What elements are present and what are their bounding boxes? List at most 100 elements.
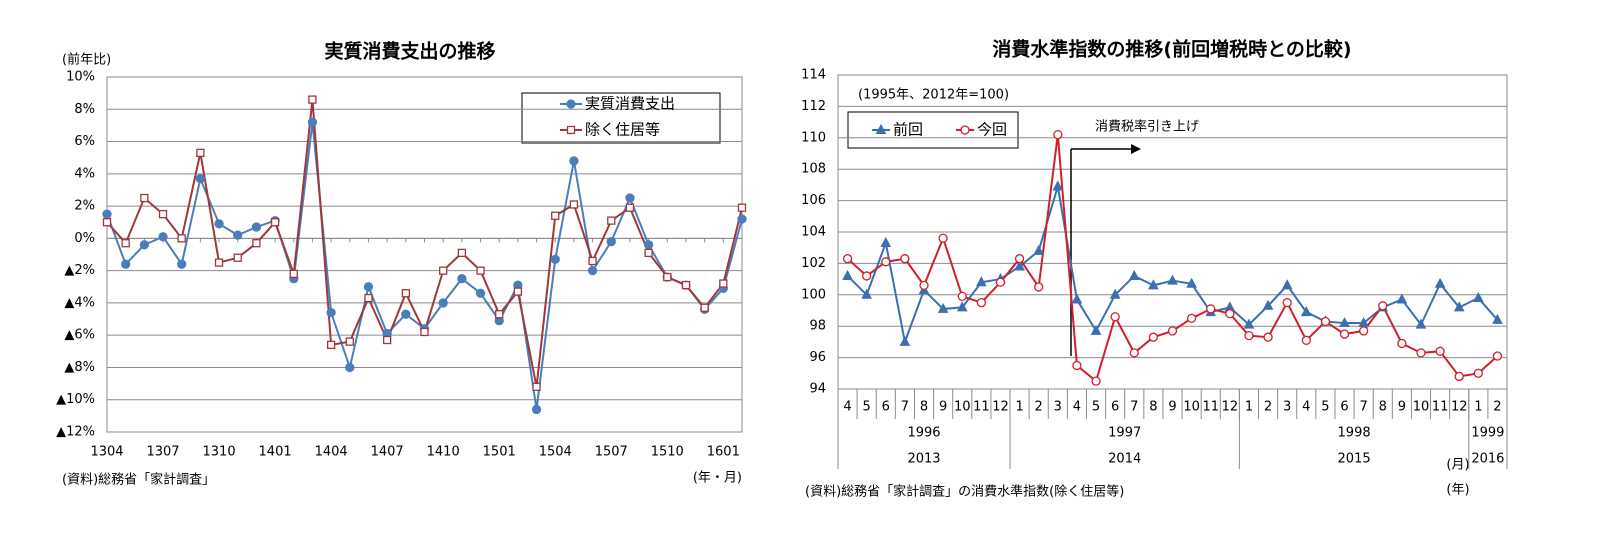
y-tick-label: 0% <box>74 231 95 246</box>
data-point <box>1339 329 1350 339</box>
data-point <box>842 254 853 264</box>
x-tick-label: 2 <box>1493 400 1501 415</box>
y-tick-label: 8% <box>74 102 95 117</box>
x-tick-label: 12 <box>1222 400 1239 415</box>
x-tick-label: 1307 <box>146 445 179 460</box>
x-tick-label: 1501 <box>483 445 516 460</box>
x-tick-label: 10 <box>1413 400 1430 415</box>
y-tick-label: ▲6% <box>64 328 95 343</box>
legend-marker <box>960 125 970 135</box>
y-tick-label: 110 <box>801 130 826 145</box>
data-point <box>1225 308 1235 319</box>
year-label: 1999 <box>1471 426 1504 441</box>
subtitle: (1995年、2012年=100) <box>858 88 1009 103</box>
data-point <box>976 297 987 308</box>
y-tick-label: 100 <box>801 287 826 302</box>
x-tick-label: 6 <box>1111 400 1119 415</box>
data-point <box>364 293 373 303</box>
data-point <box>1396 293 1408 304</box>
data-point <box>195 174 206 184</box>
data-point <box>1415 318 1427 329</box>
data-point <box>1167 326 1178 336</box>
y-tick-label: 4% <box>74 166 95 181</box>
month-label: (月) <box>1446 458 1469 473</box>
data-point <box>457 248 467 258</box>
x-tick-label: 1 <box>1245 400 1253 415</box>
x-tick-label: 4 <box>1073 400 1081 415</box>
data-point <box>1206 304 1216 314</box>
data-point <box>1262 299 1274 310</box>
data-point <box>457 274 467 284</box>
plot-frame <box>837 74 1508 390</box>
data-point <box>1034 282 1044 292</box>
data-point <box>532 382 541 391</box>
data-point <box>270 218 280 227</box>
data-point <box>1281 279 1293 290</box>
legend-box <box>521 92 721 144</box>
year-label: 2016 <box>1471 452 1504 467</box>
data-point <box>1300 306 1312 317</box>
source-note: (資料)総務省「家計調査」 <box>62 472 215 488</box>
data-point <box>1492 313 1503 324</box>
data-point <box>551 211 560 220</box>
data-point <box>607 216 616 225</box>
year-label: 2013 <box>907 452 940 467</box>
legend-marker <box>875 123 887 134</box>
data-point <box>214 219 224 229</box>
data-point <box>1167 274 1178 285</box>
y-tick-label: 96 <box>809 350 826 365</box>
data-point <box>438 298 448 308</box>
data-point <box>1397 338 1407 349</box>
year-label: 2015 <box>1338 452 1371 467</box>
data-point <box>588 256 597 266</box>
data-point <box>363 282 374 292</box>
x-tick-label: 8 <box>1149 400 1157 415</box>
data-point <box>495 310 504 319</box>
data-point <box>643 240 654 250</box>
y-tick-label: 2% <box>74 199 95 214</box>
data-point <box>625 193 635 203</box>
annotation: 消費税率引き上げ <box>1095 119 1199 135</box>
data-point <box>401 309 411 319</box>
x-tick-label: 8 <box>1379 400 1387 415</box>
data-point <box>121 259 131 269</box>
data-point <box>1416 348 1426 358</box>
data-point <box>938 233 948 243</box>
data-point <box>862 271 872 281</box>
data-point <box>345 362 355 373</box>
data-line <box>846 186 1499 346</box>
x-tick-label: 1510 <box>651 445 684 460</box>
data-point <box>569 156 579 166</box>
data-point <box>880 236 892 247</box>
x-tick-label: 2 <box>1264 400 1272 415</box>
x-tick-label: 1601 <box>707 445 740 460</box>
x-tick-label: 12 <box>992 400 1009 415</box>
data-point <box>252 239 261 248</box>
data-point <box>177 234 186 243</box>
data-point <box>233 253 242 262</box>
data-point <box>957 291 967 302</box>
data-point <box>513 287 523 296</box>
data-point <box>140 193 149 203</box>
data-point <box>307 117 318 127</box>
data-point <box>625 203 635 212</box>
x-tick-label: 1504 <box>539 445 572 460</box>
data-point <box>937 302 949 313</box>
x-tick-label: 7 <box>1130 400 1138 415</box>
data-point <box>1301 335 1311 345</box>
x-tick-label: 4 <box>1302 400 1310 415</box>
x-tick-label: 1 <box>1474 400 1482 415</box>
x-tick-label: 1410 <box>427 445 460 460</box>
data-point <box>102 218 112 227</box>
y-tick-label: 98 <box>809 319 826 334</box>
data-point <box>531 404 542 415</box>
data-point <box>420 327 429 337</box>
y-tick-label: 108 <box>801 162 826 177</box>
data-point <box>899 335 911 346</box>
chart-title: 消費水準指数の推移(前回増税時との比較) <box>992 38 1351 61</box>
x-tick-label: 9 <box>939 400 947 415</box>
x-tick-label: 6 <box>882 400 890 415</box>
data-point <box>1148 279 1159 290</box>
legend-label: 実質消費支出 <box>585 95 675 113</box>
